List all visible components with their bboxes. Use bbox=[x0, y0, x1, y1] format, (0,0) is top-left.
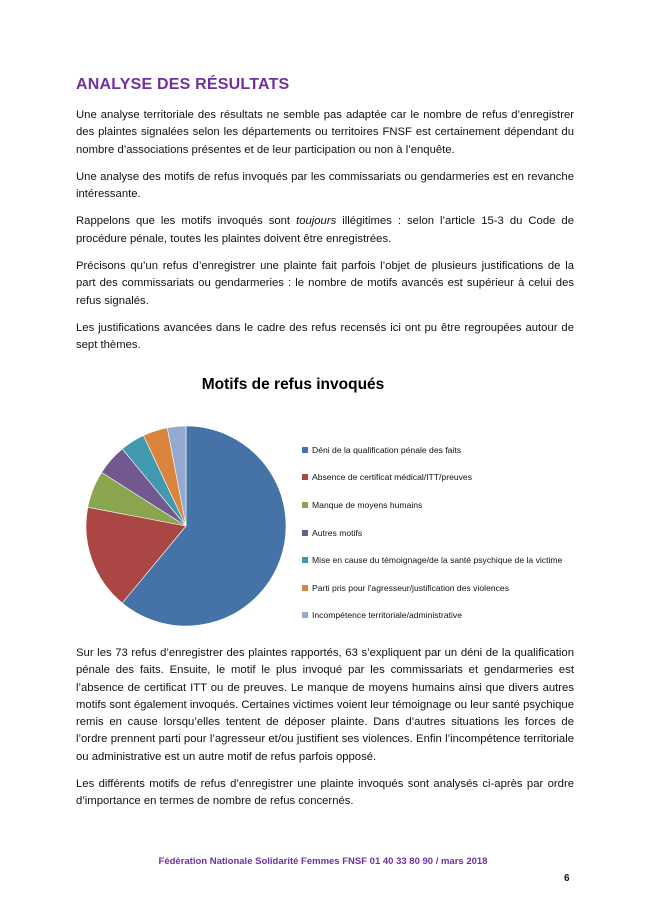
legend-swatch bbox=[302, 446, 308, 453]
chart-legend: Déni de la qualification pénale des fait… bbox=[302, 436, 562, 629]
legend-item: Parti pris pour l'agresseur/justificatio… bbox=[302, 574, 562, 602]
paragraph: Les justifications avancées dans le cadr… bbox=[76, 321, 574, 352]
analysis-text: Sur les 73 refus d’enregistrer des plain… bbox=[76, 645, 574, 821]
legend-swatch bbox=[302, 612, 308, 619]
intro-text: Une analyse territoriale des résultats n… bbox=[76, 107, 574, 365]
page-number: 6 bbox=[564, 873, 570, 884]
legend-label: Parti pris pour l'agresseur/justificatio… bbox=[312, 582, 510, 593]
legend-item: Autres motifs bbox=[302, 519, 562, 547]
emphasis: toujours bbox=[296, 215, 337, 228]
legend-item: Manque de moyens humains bbox=[302, 491, 562, 519]
legend-item: Incompétence territoriale/administrative bbox=[302, 602, 562, 630]
text: Rappelons que les motifs invoqués sont bbox=[76, 215, 297, 228]
paragraph: Une analyse territoriale des résultats n… bbox=[76, 109, 574, 156]
legend-item: Absence de certificat médical/ITT/preuve… bbox=[302, 464, 562, 492]
pie-chart bbox=[85, 425, 287, 627]
legend-label: Mise en cause du témoignage/de la santé … bbox=[312, 555, 563, 566]
legend-label: Déni de la qualification pénale des fait… bbox=[312, 444, 462, 455]
footer: Fédération Nationale Solidarité Femmes F… bbox=[158, 856, 488, 867]
legend-swatch bbox=[302, 474, 308, 481]
legend-label: Autres motifs bbox=[312, 527, 363, 538]
paragraph: Les différents motifs de refus d’enregis… bbox=[76, 778, 574, 808]
section-title: ANALYSE DES RÉSULTATS bbox=[76, 76, 290, 93]
legend-item: Déni de la qualification pénale des fait… bbox=[302, 436, 562, 464]
text: illégitimes : selon l’article 15-3 du Co… bbox=[76, 215, 574, 245]
legend-item: Mise en cause du témoignage/de la santé … bbox=[302, 546, 562, 574]
pie-slice bbox=[85, 506, 187, 604]
paragraph: Sur les 73 refus d’enregistrer des plain… bbox=[76, 647, 574, 763]
legend-label: Absence de certificat médical/ITT/preuve… bbox=[312, 472, 473, 483]
paragraph: Une analyse des motifs de refus invoqués… bbox=[76, 170, 574, 201]
legend-label: Manque de moyens humains bbox=[312, 499, 423, 510]
pie-slice bbox=[166, 425, 187, 527]
paragraph: Rappelons que les motifs invoqués sont t… bbox=[76, 213, 574, 248]
legend-swatch bbox=[302, 557, 308, 564]
chart-title: Motifs de refus invoqués bbox=[201, 376, 385, 393]
legend-swatch bbox=[302, 584, 308, 591]
legend-swatch bbox=[302, 501, 308, 508]
paragraph: Précisons qu’un refus d’enregistrer une … bbox=[76, 260, 574, 307]
pie-slice bbox=[121, 425, 287, 627]
legend-label: Incompétence territoriale/administrative bbox=[312, 610, 462, 621]
legend-swatch bbox=[302, 529, 308, 536]
